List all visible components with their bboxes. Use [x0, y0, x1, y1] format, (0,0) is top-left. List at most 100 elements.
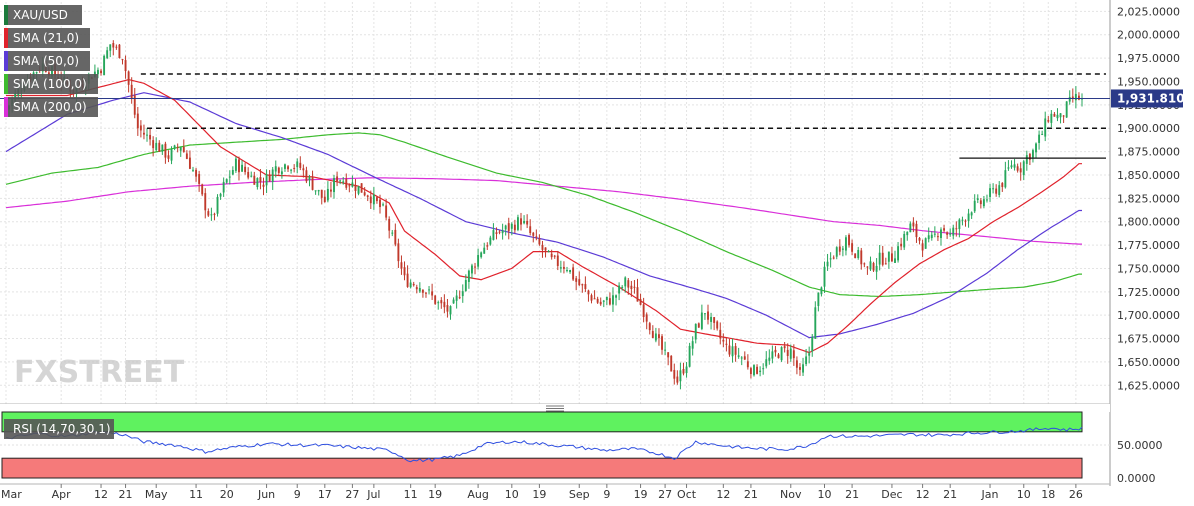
candle: [1010, 160, 1013, 169]
candle-body: [979, 200, 982, 205]
candle-body: [820, 287, 823, 295]
candle-body: [667, 352, 670, 358]
candle-body: [731, 346, 734, 357]
candle-body: [792, 350, 795, 359]
candle: [219, 192, 222, 200]
candle: [970, 211, 973, 219]
candle: [1068, 90, 1071, 105]
candle: [329, 181, 332, 198]
rsi-legend-label: RSI (14,70,30,1): [13, 422, 111, 436]
candle-body: [333, 178, 335, 193]
candle: [345, 173, 348, 190]
candle-body: [584, 284, 587, 289]
candle: [740, 356, 743, 366]
candle: [596, 296, 599, 304]
price-tick-label: 1,900.0000: [1117, 122, 1180, 135]
sma21-line: [6, 78, 1082, 354]
time-tick-label: 10: [1017, 488, 1031, 501]
candle-body: [605, 296, 608, 301]
candle: [284, 163, 286, 172]
rsi-tick-label: 50.0000: [1117, 439, 1163, 452]
candle-body: [786, 349, 789, 356]
candle-body: [379, 199, 381, 208]
time-tick-label: 21: [119, 488, 133, 501]
candle: [575, 275, 578, 291]
time-tick-label: 19: [428, 488, 442, 501]
candle-body: [265, 174, 268, 186]
candle-body: [759, 370, 762, 372]
candle-body: [274, 166, 277, 172]
candle: [973, 194, 976, 213]
candle: [854, 253, 857, 259]
candle-body: [498, 231, 501, 233]
candle: [339, 179, 342, 185]
candle-body: [995, 188, 998, 194]
candle: [658, 328, 660, 346]
candle-body: [477, 255, 480, 267]
legend-label: SMA (100,0): [13, 77, 87, 91]
candle: [734, 343, 737, 362]
candle: [569, 269, 572, 274]
time-tick-label: Jan: [981, 488, 999, 501]
time-tick-label: Jun: [257, 488, 275, 501]
candle-body: [188, 157, 191, 169]
candle-body: [550, 253, 553, 258]
candle-body: [716, 321, 719, 329]
candle: [799, 363, 801, 376]
candle: [743, 351, 746, 361]
rsi-legend: [4, 419, 114, 439]
price-tick-label: 1,725.0000: [1117, 286, 1180, 299]
candle: [354, 179, 357, 199]
candle: [440, 297, 443, 309]
candle-body: [805, 356, 808, 365]
legend-item: [4, 74, 98, 94]
candle-body: [673, 369, 676, 379]
candle-body: [875, 265, 878, 272]
candle-body: [973, 200, 976, 212]
time-tick-label: 11: [404, 488, 418, 501]
candle: [967, 208, 970, 228]
candle-body: [734, 346, 737, 355]
candle: [210, 207, 213, 221]
candle-body: [523, 220, 526, 224]
candle-body: [437, 302, 440, 304]
candle: [673, 363, 676, 385]
candle-body: [578, 279, 581, 286]
candle-body: [992, 188, 995, 190]
candle-body: [259, 177, 262, 182]
candle: [627, 278, 630, 295]
candle: [256, 177, 259, 190]
candle-body: [256, 178, 259, 188]
candle-body: [713, 317, 716, 323]
candle: [320, 189, 323, 205]
candle: [311, 170, 314, 191]
candle-body: [461, 291, 464, 297]
candle-body: [1004, 170, 1007, 188]
price-tick-label: 1,950.0000: [1117, 75, 1180, 88]
candle: [192, 166, 194, 173]
candle: [814, 301, 817, 339]
candle-body: [976, 198, 979, 200]
candle-body: [562, 266, 565, 269]
candle: [829, 252, 832, 268]
candle: [403, 261, 406, 281]
candle: [593, 290, 596, 300]
candle-body: [510, 223, 513, 229]
candle: [661, 334, 663, 355]
candle: [480, 251, 483, 259]
time-tick-label: 12: [916, 488, 930, 501]
candle-body: [900, 243, 903, 247]
candle: [133, 87, 136, 119]
candle-body: [299, 162, 302, 168]
candle-body: [480, 252, 483, 258]
price-tick-label: 1,700.0000: [1117, 309, 1180, 322]
candle-body: [749, 368, 752, 375]
candle-body: [495, 232, 498, 234]
candle-body: [866, 266, 869, 268]
candle-body: [633, 286, 636, 288]
candle: [795, 356, 798, 375]
candle: [198, 170, 201, 192]
candle: [719, 322, 722, 345]
candle: [924, 237, 927, 249]
